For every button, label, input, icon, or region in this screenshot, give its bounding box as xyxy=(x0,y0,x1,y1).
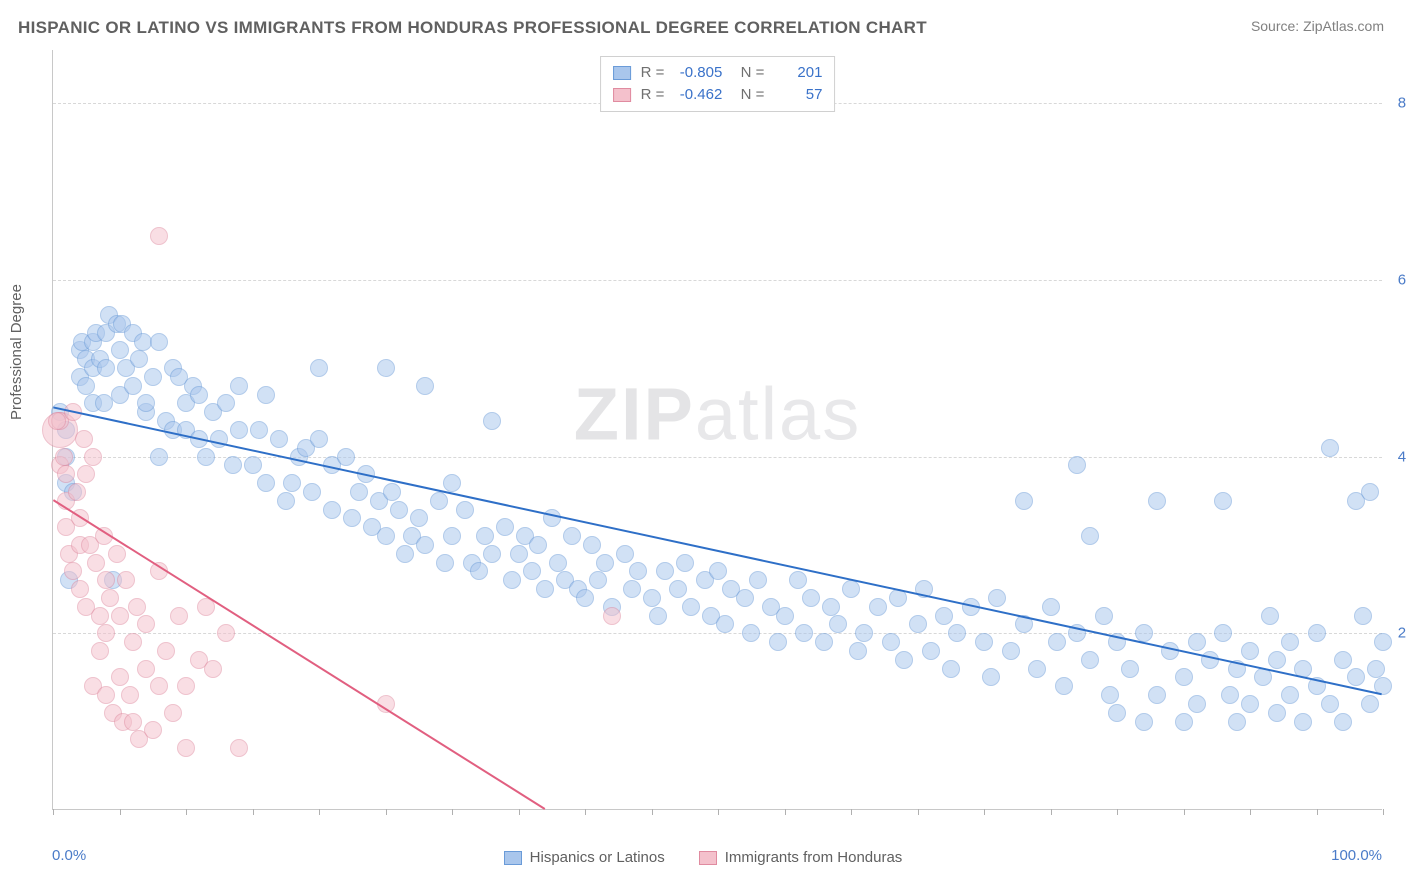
legend-row-1: R = -0.462 N = 57 xyxy=(613,84,823,106)
legend-swatch-0 xyxy=(613,66,631,80)
series-legend: Hispanics or Latinos Immigrants from Hon… xyxy=(0,849,1406,866)
source-link[interactable]: ZipAtlas.com xyxy=(1303,18,1384,34)
n-label: N = xyxy=(732,62,764,84)
legend-swatch-pink xyxy=(699,851,717,865)
legend-label-1: Immigrants from Honduras xyxy=(725,849,903,866)
correlation-legend: R = -0.805 N = 201 R = -0.462 N = 57 xyxy=(600,56,836,112)
x-tick xyxy=(386,809,387,815)
x-tick xyxy=(984,809,985,815)
x-tick xyxy=(452,809,453,815)
x-tick xyxy=(519,809,520,815)
x-tick xyxy=(1184,809,1185,815)
y-tick-label: 4.0% xyxy=(1398,448,1406,465)
legend-item-0: Hispanics or Latinos xyxy=(504,849,665,866)
y-axis-label: Professional Degree xyxy=(8,284,25,420)
n-value-0: 201 xyxy=(774,62,822,84)
y-tick-label: 6.0% xyxy=(1398,271,1406,288)
r-value-0: -0.805 xyxy=(674,62,722,84)
y-tick-label: 8.0% xyxy=(1398,95,1406,112)
legend-label-0: Hispanics or Latinos xyxy=(530,849,665,866)
legend-swatch-1 xyxy=(613,88,631,102)
x-tick xyxy=(718,809,719,815)
x-tick xyxy=(1383,809,1384,815)
chart-title: HISPANIC OR LATINO VS IMMIGRANTS FROM HO… xyxy=(18,18,927,38)
x-tick xyxy=(253,809,254,815)
n-label: N = xyxy=(732,84,764,106)
y-tick-label: 2.0% xyxy=(1398,625,1406,642)
legend-row-0: R = -0.805 N = 201 xyxy=(613,62,823,84)
legend-swatch-blue xyxy=(504,851,522,865)
r-label: R = xyxy=(641,84,665,106)
x-tick xyxy=(585,809,586,815)
x-tick xyxy=(53,809,54,815)
x-tick xyxy=(851,809,852,815)
x-tick xyxy=(319,809,320,815)
trendlines-layer xyxy=(53,50,1382,809)
x-tick xyxy=(186,809,187,815)
r-value-1: -0.462 xyxy=(674,84,722,106)
trendline xyxy=(53,500,544,809)
source-prefix: Source: xyxy=(1251,18,1303,34)
x-tick xyxy=(120,809,121,815)
trendline xyxy=(53,407,1381,694)
x-tick xyxy=(652,809,653,815)
x-tick xyxy=(785,809,786,815)
n-value-1: 57 xyxy=(774,84,822,106)
x-tick xyxy=(1117,809,1118,815)
r-label: R = xyxy=(641,62,665,84)
x-tick xyxy=(1317,809,1318,815)
x-tick xyxy=(1250,809,1251,815)
x-tick xyxy=(918,809,919,815)
x-tick xyxy=(1051,809,1052,815)
source-attribution: Source: ZipAtlas.com xyxy=(1251,18,1384,34)
scatter-chart: ZIPatlas R = -0.805 N = 201 R = -0.462 N… xyxy=(52,50,1382,810)
legend-item-1: Immigrants from Honduras xyxy=(699,849,903,866)
